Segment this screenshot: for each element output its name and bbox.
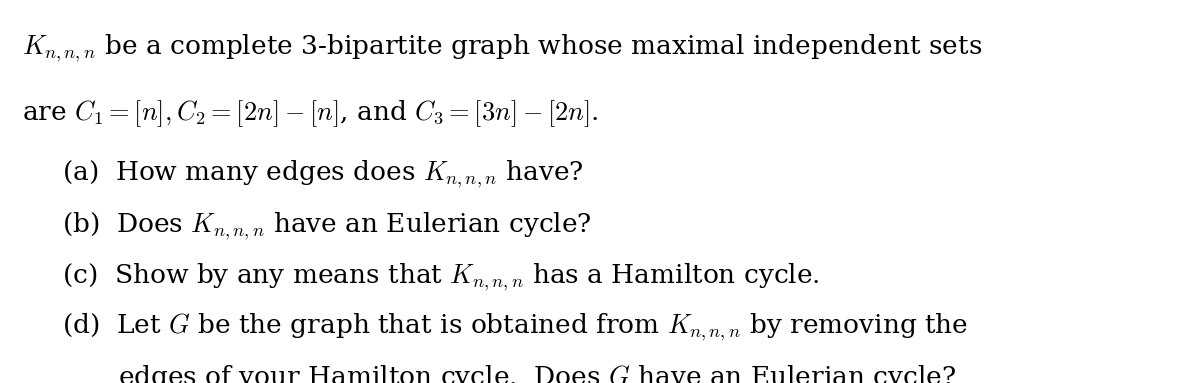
Text: (d)  Let $G$ be the graph that is obtained from $K_{n,n,n}$ by removing the: (d) Let $G$ be the graph that is obtaine… [62,312,968,343]
Text: $K_{n,n,n}$ be a complete 3-bipartite graph whose maximal independent sets: $K_{n,n,n}$ be a complete 3-bipartite gr… [22,33,982,64]
Text: edges of your Hamilton cycle.  Does $G$ have an Eulerian cycle?: edges of your Hamilton cycle. Does $G$ h… [118,363,955,383]
Text: (b)  Does $K_{n,n,n}$ have an Eulerian cycle?: (b) Does $K_{n,n,n}$ have an Eulerian cy… [62,210,592,242]
Text: (a)  How many edges does $K_{n,n,n}$ have?: (a) How many edges does $K_{n,n,n}$ have… [62,159,584,190]
Text: are $C_1 = [n],C_2 = [2n] - [n]$, and $C_3 = [3n] - [2n]$.: are $C_1 = [n],C_2 = [2n] - [n]$, and $C… [22,98,599,129]
Text: (c)  Show by any means that $K_{n,n,n}$ has a Hamilton cycle.: (c) Show by any means that $K_{n,n,n}$ h… [62,262,820,293]
